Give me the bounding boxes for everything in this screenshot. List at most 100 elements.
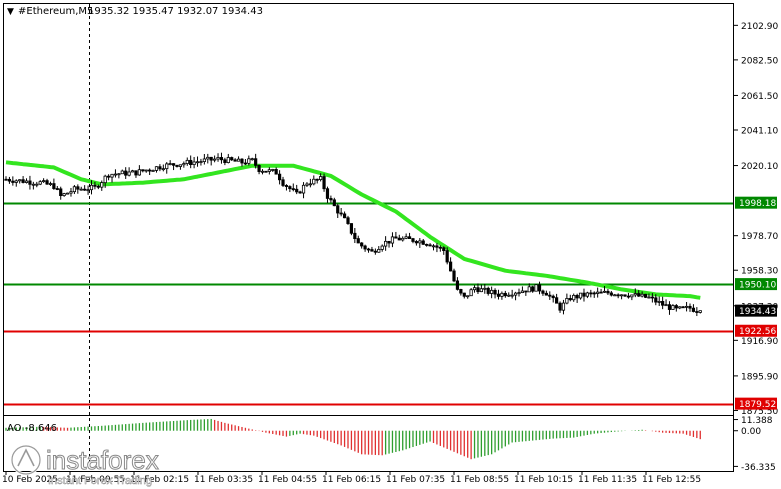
candle (466, 295, 470, 299)
candle (137, 165, 141, 176)
watermark-tagline: Instant Forex Trading (48, 475, 152, 487)
x-tick-label: 11 Feb 04:55 (258, 475, 317, 485)
candle (21, 176, 25, 184)
candle (397, 234, 401, 241)
candle (507, 292, 511, 298)
candle (650, 293, 654, 303)
candle (117, 173, 121, 179)
candle (161, 164, 165, 172)
candle (445, 247, 449, 265)
candle (247, 155, 251, 166)
candle (353, 228, 357, 244)
candle (52, 178, 56, 190)
candle (678, 306, 682, 310)
candle (394, 231, 398, 239)
ao-indicator-label: AO -8.646 (7, 423, 57, 434)
candle (585, 291, 590, 299)
svg-text:1998.18: 1998.18 (739, 199, 776, 209)
candle (442, 246, 446, 255)
candle (264, 170, 268, 173)
y-tick-label: 2082.50 (741, 56, 778, 66)
candle (267, 167, 271, 175)
candle (110, 173, 114, 183)
candle (103, 174, 107, 188)
candle (421, 238, 425, 245)
candle (55, 185, 59, 191)
candle (284, 184, 289, 191)
candle (72, 184, 76, 195)
candle (404, 233, 408, 240)
candle (165, 162, 169, 174)
candle (254, 153, 258, 169)
candle (325, 186, 330, 203)
candle (113, 169, 118, 178)
current-price-tag: 1934.43 (735, 304, 777, 317)
candle (35, 181, 39, 188)
candle (493, 288, 497, 299)
candle (240, 158, 244, 167)
candle (356, 235, 360, 244)
candle (213, 155, 217, 163)
candle (59, 186, 63, 200)
candle (360, 242, 364, 249)
candle (609, 290, 613, 297)
candle (288, 185, 292, 193)
candle (182, 161, 186, 168)
candle (551, 294, 555, 303)
candle (28, 175, 32, 190)
candle (243, 158, 247, 166)
moving-average-line (5, 160, 701, 300)
main-chart-frame (3, 3, 734, 472)
candle (380, 244, 384, 252)
watermark-brand: instaforex (46, 445, 159, 475)
candle (517, 288, 521, 297)
candle (401, 236, 405, 242)
candle (271, 168, 275, 172)
candle (425, 243, 429, 247)
y-tick-label: 2041.10 (741, 126, 778, 136)
candle (483, 283, 487, 294)
candle (199, 158, 203, 166)
candle (637, 290, 641, 297)
candle (513, 291, 518, 301)
candle (301, 182, 306, 199)
y-tick-label: 1875.50 (741, 407, 778, 417)
candle (48, 181, 53, 186)
candle (469, 287, 473, 297)
y-tick-label: 1895.90 (741, 372, 778, 382)
candle (336, 203, 340, 219)
candle (596, 287, 600, 298)
candle (154, 166, 159, 173)
candle (438, 245, 442, 252)
ao-tick-label: 0.00 (741, 427, 761, 437)
candle (83, 185, 87, 191)
instaforex-logo: instaforex Instant Forex Trading (10, 444, 159, 487)
candle (18, 179, 22, 184)
candle (599, 288, 603, 294)
candle (578, 292, 583, 300)
candle (120, 169, 124, 175)
candle (592, 291, 596, 298)
candle (695, 307, 699, 317)
candle (613, 293, 617, 297)
candle (31, 181, 35, 190)
candle (298, 190, 302, 194)
x-tick-label: 11 Feb 07:35 (386, 475, 445, 485)
svg-text:1950.10: 1950.10 (739, 281, 776, 291)
candle (236, 156, 241, 162)
y-tick-label: 2061.50 (741, 92, 778, 102)
candle (373, 248, 377, 255)
candle (568, 294, 572, 302)
candle (216, 153, 220, 162)
candle (14, 179, 18, 187)
candle (671, 304, 675, 310)
candle (462, 292, 466, 299)
candle (602, 285, 607, 293)
chart-collapse-icon[interactable]: ▼ (7, 7, 14, 17)
candle (4, 176, 8, 181)
candle (175, 164, 179, 168)
candle (674, 304, 678, 312)
candle (455, 277, 460, 291)
candle (606, 288, 610, 295)
